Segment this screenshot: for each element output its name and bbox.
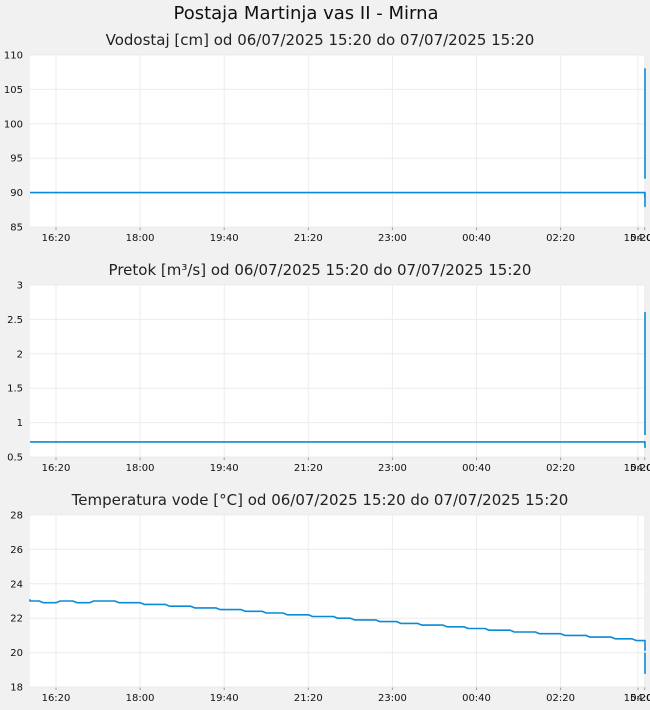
page-title: Postaja Martinja vas II - Mirna (173, 3, 439, 24)
x-tick-label: 23:00 (378, 463, 407, 474)
x-tick-label: 18:00 (126, 693, 155, 704)
x-tick-label: 23:00 (378, 233, 407, 244)
series-line-2-segment-1 (30, 441, 646, 449)
y-tick-label: 110 (4, 51, 23, 62)
x-tick-label: 02:20 (546, 463, 575, 474)
x-tick-label: 21:20 (294, 233, 323, 244)
chart-title-1: Vodostaj [cm] od 06/07/2025 15:20 do 07/… (106, 31, 535, 49)
y-tick-label: 95 (10, 154, 23, 165)
x-tick-label: 18:00 (126, 233, 155, 244)
plot-area-1 (30, 55, 645, 227)
x-tick-label: 21:20 (294, 693, 323, 704)
series-line-1-segment-1 (30, 191, 646, 208)
x-tick-label: 19:40 (210, 233, 239, 244)
x-tick-label: 16:20 (42, 233, 71, 244)
x-tick-label: 15:20 (624, 693, 650, 704)
x-tick-label: 15:20 (624, 463, 650, 474)
y-tick-label: 3 (17, 281, 23, 292)
series-line-3-segment-1 (29, 599, 646, 651)
y-tick-label: 26 (10, 545, 23, 556)
x-tick-label: 00:40 (462, 463, 491, 474)
x-tick-label: 19:40 (210, 463, 239, 474)
x-tick-label: 02:20 (546, 693, 575, 704)
x-tick-label: 15:20 (624, 233, 650, 244)
plot-area-2 (30, 285, 645, 457)
y-tick-label: 105 (4, 85, 23, 96)
y-tick-label: 0.5 (7, 453, 23, 464)
x-tick-label: 16:20 (42, 463, 71, 474)
y-tick-label: 20 (10, 648, 23, 659)
x-tick-label: 04:00 (630, 693, 650, 704)
x-tick-label: 18:00 (126, 463, 155, 474)
x-tick-label: 00:40 (462, 233, 491, 244)
y-tick-label: 28 (10, 511, 23, 522)
y-tick-label: 85 (10, 223, 23, 234)
x-tick-label: 00:40 (462, 693, 491, 704)
chart-title-3: Temperatura vode [°C] od 06/07/2025 15:2… (71, 491, 569, 509)
x-tick-label: 23:00 (378, 693, 407, 704)
y-tick-label: 90 (10, 188, 23, 199)
y-tick-label: 1.5 (7, 384, 23, 395)
x-tick-label: 04:00 (630, 463, 650, 474)
x-tick-label: 04:00 (630, 233, 650, 244)
x-tick-label: 19:40 (210, 693, 239, 704)
chart-title-2: Pretok [m³/s] od 06/07/2025 15:20 do 07/… (109, 261, 532, 279)
y-tick-label: 2.5 (7, 315, 23, 326)
x-tick-label: 21:20 (294, 463, 323, 474)
y-tick-label: 2 (17, 349, 23, 360)
plot-area-3 (30, 515, 645, 687)
x-tick-label: 02:20 (546, 233, 575, 244)
y-tick-label: 18 (10, 683, 23, 694)
x-tick-label: 16:20 (42, 693, 71, 704)
y-tick-label: 24 (10, 579, 23, 590)
y-tick-label: 100 (4, 119, 23, 130)
y-tick-label: 1 (17, 418, 23, 429)
y-tick-label: 22 (10, 614, 23, 625)
